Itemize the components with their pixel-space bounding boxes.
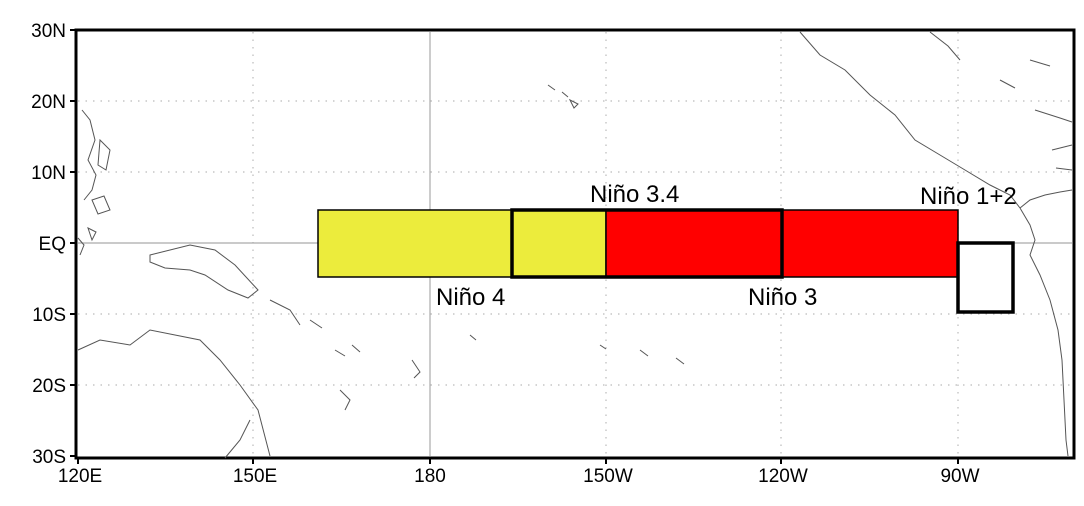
nino34-region [510, 208, 784, 279]
y-tick-30n: 30N [31, 21, 66, 42]
y-tick-20s: 20S [32, 376, 66, 397]
nino12-label: Niño 1+2 [920, 183, 1017, 210]
y-tick-30s: 30S [32, 447, 66, 468]
y-tick-10n: 10N [31, 163, 66, 184]
x-tick-150w: 150W [583, 466, 633, 487]
x-tick-120w: 120W [758, 466, 808, 487]
tick-marks [70, 29, 959, 464]
nino4-region [317, 209, 607, 278]
x-tick-90w: 90W [940, 466, 979, 487]
y-tick-20n: 20N [31, 92, 66, 113]
y-tick-eq: EQ [39, 234, 66, 255]
nino3-label: Niño 3 [748, 284, 817, 311]
x-tick-120e: 120E [58, 466, 102, 487]
x-tick-150e: 150E [233, 466, 277, 487]
lat-gridlines [78, 100, 1072, 386]
x-tick-180: 180 [414, 466, 446, 487]
nino34-label: Niño 3.4 [590, 181, 679, 208]
nino4-label: Niño 4 [436, 284, 505, 311]
coastlines [77, 31, 1073, 459]
y-tick-10s: 10S [32, 305, 66, 326]
nino12-region [956, 241, 1015, 314]
lon-gridlines [252, 32, 959, 456]
